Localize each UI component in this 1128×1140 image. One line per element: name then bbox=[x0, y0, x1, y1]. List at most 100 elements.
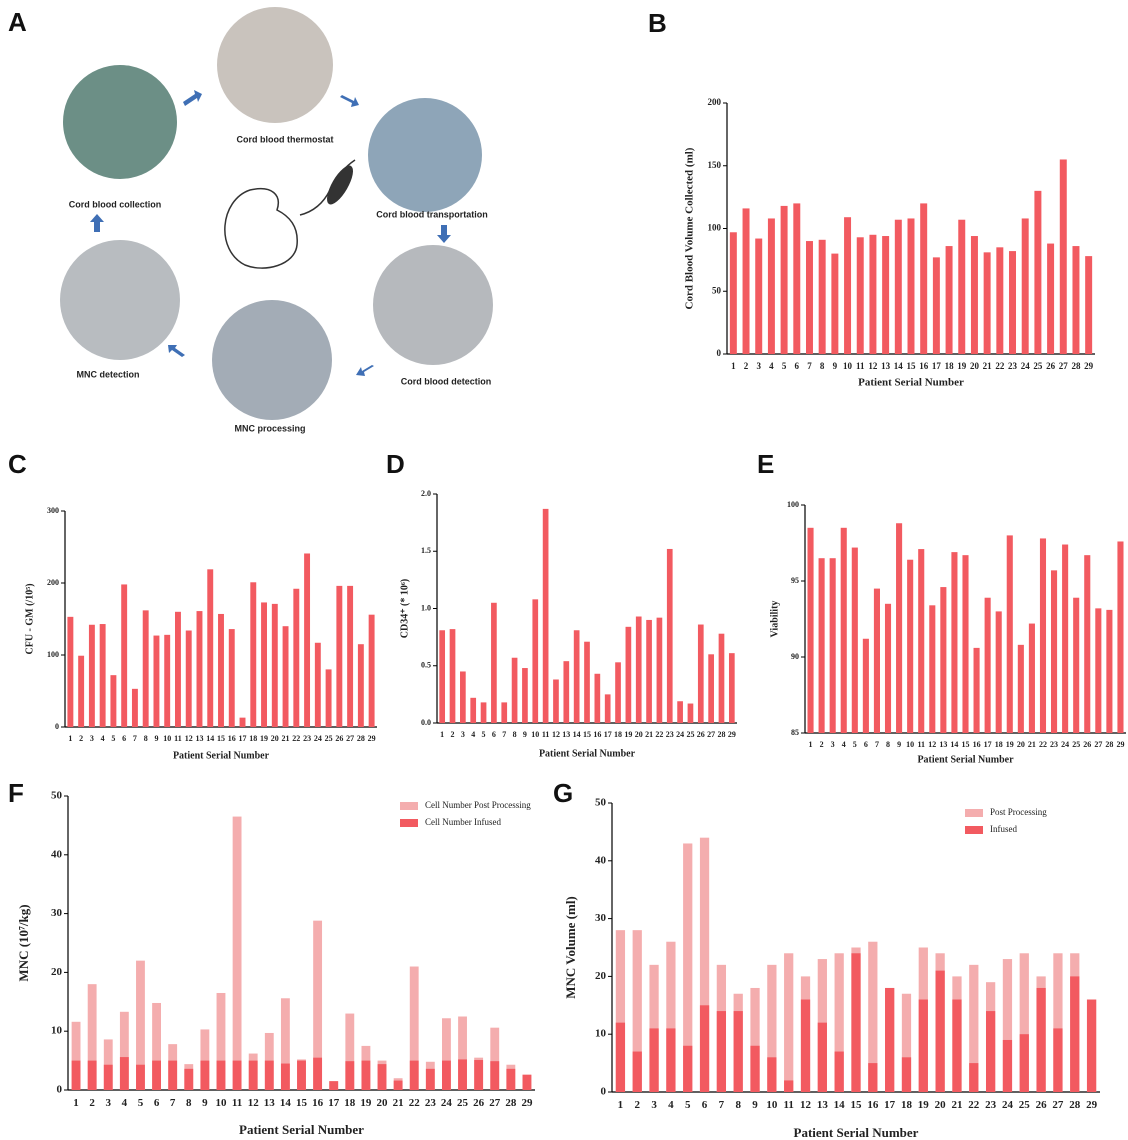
placenta-sketch bbox=[322, 162, 358, 208]
y-tick-label: 0.5 bbox=[421, 661, 431, 670]
bar bbox=[784, 1080, 793, 1092]
y-tick-label: 100 bbox=[47, 650, 59, 659]
bar bbox=[120, 1057, 129, 1090]
bar bbox=[490, 1061, 499, 1090]
x-tick-label: 9 bbox=[897, 740, 901, 749]
x-tick-label: 12 bbox=[928, 740, 936, 749]
x-tick-label: 14 bbox=[894, 361, 904, 371]
bar bbox=[646, 620, 652, 723]
x-tick-label: 26 bbox=[1083, 740, 1091, 749]
bar bbox=[439, 630, 445, 723]
x-tick-label: 29 bbox=[1084, 361, 1094, 371]
x-tick-label: 25 bbox=[457, 1097, 469, 1109]
y-tick-label: 50 bbox=[712, 285, 722, 295]
x-tick-label: 26 bbox=[697, 730, 705, 739]
panel-label: E bbox=[757, 449, 774, 479]
x-tick-label: 1 bbox=[809, 740, 813, 749]
bar bbox=[240, 718, 246, 727]
bar bbox=[929, 605, 935, 733]
bar bbox=[522, 668, 528, 723]
bar bbox=[835, 1052, 844, 1092]
bar bbox=[971, 236, 978, 354]
bar bbox=[818, 1023, 827, 1092]
bar bbox=[506, 1069, 515, 1090]
bar bbox=[474, 1060, 483, 1090]
bar bbox=[908, 218, 915, 354]
x-tick-label: 27 bbox=[1059, 361, 1069, 371]
legend-swatch bbox=[965, 809, 983, 817]
x-tick-label: 2 bbox=[89, 1097, 95, 1109]
x-tick-label: 24 bbox=[314, 734, 322, 743]
bar bbox=[1106, 610, 1112, 733]
x-tick-label: 1 bbox=[618, 1099, 624, 1111]
bar bbox=[819, 558, 825, 733]
x-tick-label: 22 bbox=[655, 730, 663, 739]
x-tick-label: 14 bbox=[834, 1099, 846, 1111]
x-tick-label: 9 bbox=[523, 730, 527, 739]
x-tick-label: 3 bbox=[90, 734, 94, 743]
bar bbox=[717, 1011, 726, 1092]
bar bbox=[272, 604, 278, 727]
legend-label: Cell Number Infused bbox=[425, 817, 501, 827]
bar bbox=[553, 679, 559, 723]
y-tick-label: 50 bbox=[595, 797, 607, 809]
panel-label: C bbox=[8, 449, 27, 479]
y-tick-label: 0 bbox=[57, 1084, 63, 1096]
x-tick-label: 19 bbox=[918, 1099, 930, 1111]
x-tick-label: 12 bbox=[800, 1099, 812, 1111]
bar bbox=[281, 1064, 290, 1090]
x-axis-label: Patient Serial Number bbox=[173, 750, 270, 761]
x-tick-label: 13 bbox=[195, 734, 203, 743]
x-tick-label: 8 bbox=[886, 740, 890, 749]
bar bbox=[110, 675, 116, 727]
bar bbox=[132, 689, 138, 727]
x-tick-label: 20 bbox=[970, 361, 980, 371]
bar bbox=[767, 1057, 776, 1092]
x-tick-label: 7 bbox=[133, 734, 137, 743]
bar bbox=[460, 671, 466, 723]
x-tick-label: 13 bbox=[881, 361, 891, 371]
x-tick-label: 9 bbox=[202, 1097, 208, 1109]
bar bbox=[615, 662, 621, 723]
y-tick-label: 300 bbox=[47, 506, 59, 515]
bar bbox=[1020, 1034, 1029, 1092]
bar bbox=[700, 1005, 709, 1092]
bar bbox=[1036, 988, 1045, 1092]
bar bbox=[584, 642, 590, 723]
bar bbox=[543, 509, 549, 723]
bar bbox=[442, 1061, 451, 1090]
x-tick-label: 20 bbox=[635, 730, 643, 739]
x-tick-label: 23 bbox=[1008, 361, 1018, 371]
x-tick-label: 24 bbox=[441, 1097, 453, 1109]
bar bbox=[951, 552, 957, 733]
x-tick-label: 17 bbox=[328, 1097, 340, 1109]
y-tick-label: 0.0 bbox=[421, 718, 431, 727]
bar bbox=[793, 203, 800, 354]
bar bbox=[1022, 218, 1029, 354]
bar bbox=[121, 584, 127, 727]
y-axis-label: MNC (10⁷/kg) bbox=[16, 904, 31, 981]
panel-label: A bbox=[8, 7, 27, 37]
bar bbox=[104, 1065, 113, 1090]
bar bbox=[313, 1058, 322, 1090]
y-tick-label: 90 bbox=[791, 652, 799, 661]
x-tick-label: 5 bbox=[782, 361, 787, 371]
step-label: Cord blood thermostat bbox=[237, 134, 334, 144]
bar bbox=[605, 694, 611, 723]
bar bbox=[996, 611, 1002, 733]
x-tick-label: 15 bbox=[851, 1099, 863, 1111]
x-tick-label: 22 bbox=[968, 1099, 980, 1111]
bar bbox=[857, 237, 864, 354]
bar bbox=[315, 643, 321, 727]
x-tick-label: 6 bbox=[154, 1097, 160, 1109]
x-tick-label: 8 bbox=[144, 734, 148, 743]
x-tick-label: 16 bbox=[312, 1097, 324, 1109]
x-tick-label: 12 bbox=[868, 361, 878, 371]
bar bbox=[902, 1057, 911, 1092]
bar bbox=[1047, 244, 1054, 354]
bar bbox=[869, 235, 876, 354]
x-tick-label: 24 bbox=[676, 730, 684, 739]
bar bbox=[781, 206, 788, 354]
bar bbox=[1029, 624, 1035, 733]
bar bbox=[708, 654, 714, 723]
